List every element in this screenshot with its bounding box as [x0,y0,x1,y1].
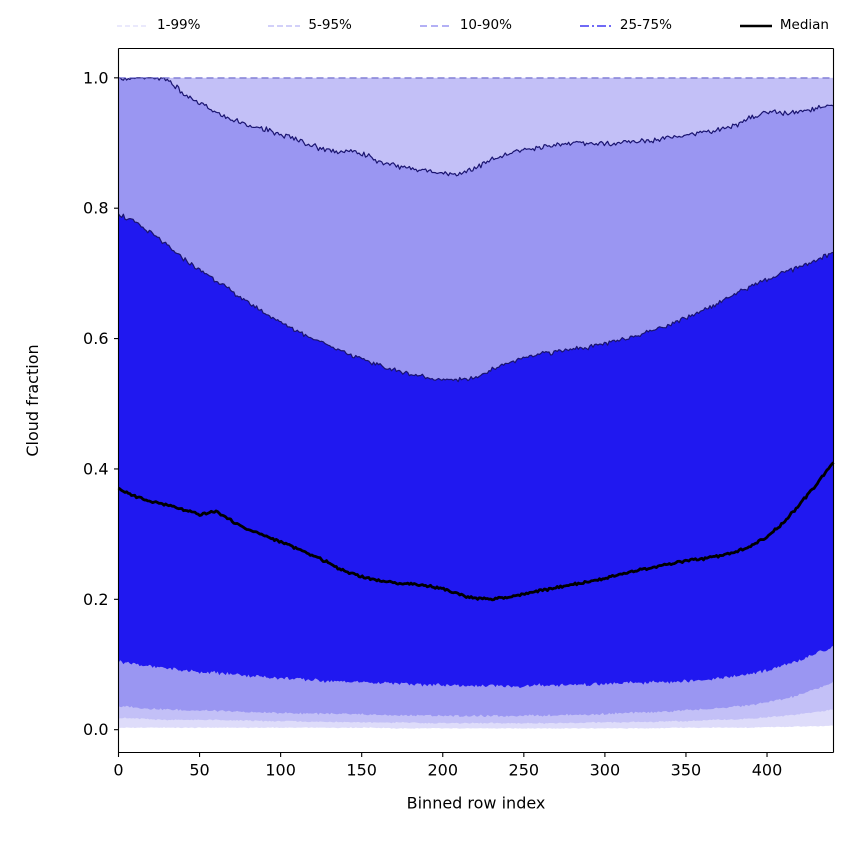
x-tick-label: 0 [113,761,123,780]
legend-label-5-95: 5-95% [308,17,352,34]
y-tick-label: 0.8 [83,199,108,218]
x-tick-label: 150 [346,761,377,780]
edge-p90 [118,77,834,177]
chart-legend: 1-99% 5-95% 10-90% 25-75% Median [110,14,835,38]
legend-swatch-1-99 [117,25,149,27]
band-core-25-75 [118,213,834,689]
x-tick-label: 50 [189,761,209,780]
y-tick-label: 0.6 [83,329,108,348]
x-tick-label: 300 [590,761,621,780]
y-tick-labels: 0.0 0.2 0.4 0.6 0.8 1.0 [83,68,108,739]
y-tick-label: 1.0 [83,68,108,87]
legend-label-median: Median [779,17,829,34]
legend-item-25-75[interactable]: 25-75% [579,19,672,33]
median-curve [117,461,835,602]
axes-spines [117,47,835,754]
legend-swatch-median [739,24,772,28]
axis-ticks [114,77,768,757]
legend-swatch-25-75 [579,25,612,27]
edge-p75 [118,213,834,383]
x-tick-label: 400 [752,761,783,780]
legend-label-1-99: 1-99% [157,17,201,34]
legend-item-10-90[interactable]: 10-90% [419,19,512,33]
legend-label-10-90: 10-90% [459,17,512,34]
y-axis-title: Cloud fraction [23,344,42,456]
legend-label-25-75: 25-75% [619,17,672,34]
x-axis-title: Binned row index [407,794,546,813]
x-tick-label: 100 [265,761,296,780]
percentile-bands [118,77,834,729]
legend-item-5-95[interactable]: 5-95% [267,17,352,34]
legend-item-1-99[interactable]: 1-99% [116,19,200,33]
x-tick-label: 250 [509,761,540,780]
median-line [117,461,835,602]
y-tick-label: 0.4 [83,459,108,478]
legend-swatch-5-95 [268,25,301,27]
y-tick-label: 0.2 [83,590,108,609]
legend-swatch-10-90 [419,25,452,27]
legend-item-median[interactable]: Median [739,19,829,33]
x-tick-label: 200 [427,761,458,780]
x-tick-label: 350 [671,761,702,780]
y-tick-label: 0.0 [83,720,108,739]
x-tick-labels: 0 50 100 150 200 250 300 350 400 [113,761,782,780]
